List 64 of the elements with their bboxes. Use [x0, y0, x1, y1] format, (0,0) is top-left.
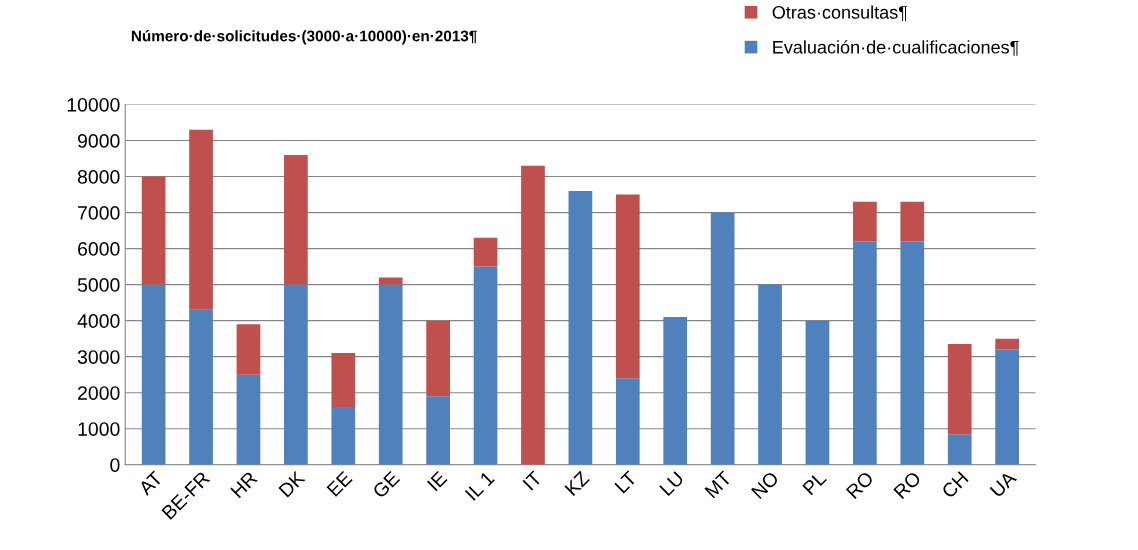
bar	[141, 284, 166, 465]
y-tick-label: 10000	[67, 97, 120, 112]
bar	[378, 277, 403, 285]
bar	[663, 317, 688, 465]
bar	[521, 165, 545, 465]
bar	[473, 266, 498, 465]
bar	[615, 194, 640, 379]
bar	[189, 309, 213, 465]
x-tick-label: CH	[940, 471, 969, 499]
bar	[141, 176, 166, 285]
x-tick-label: DK	[278, 470, 306, 498]
bar	[473, 237, 498, 267]
y-tick-label: 3000	[77, 350, 120, 364]
x-tick-label: HR	[230, 470, 258, 499]
bar	[284, 154, 308, 285]
x-tick-label: IL 1	[464, 470, 495, 501]
bar	[284, 284, 308, 465]
bar	[995, 349, 1019, 465]
y-tick-label: 7000	[78, 206, 120, 220]
bar	[615, 378, 640, 465]
bar	[236, 374, 261, 465]
x-tick-label: NO	[750, 470, 780, 500]
bar	[331, 407, 356, 465]
x-tick-label: LU	[659, 471, 685, 497]
bar	[426, 320, 450, 397]
y-tick-label: 9000	[77, 133, 120, 148]
x-tick-label: RO	[893, 470, 922, 500]
y-tick-label: 8000	[77, 170, 120, 184]
bar	[900, 201, 925, 242]
bar	[378, 284, 403, 465]
bar	[236, 324, 261, 375]
x-tick-label: IE	[426, 470, 448, 492]
x-tick-label: LT	[614, 470, 638, 494]
x-tick-label: UA	[989, 470, 1018, 498]
bar	[189, 129, 213, 310]
legend-label: Otras·consultas¶	[772, 5, 908, 21]
bar	[805, 320, 830, 465]
y-tick-label: 1000	[78, 422, 120, 436]
y-tick-label: 6000	[78, 242, 120, 256]
bar	[331, 353, 356, 408]
x-tick-label: PL	[802, 470, 827, 496]
x-tick-label: KZ	[564, 470, 590, 497]
bar	[947, 344, 972, 435]
x-tick-label: MT	[704, 470, 733, 499]
chart-title: Número·de·solicitudes·(3000·a·10000)·en·2013¶	[131, 30, 477, 45]
y-tick-label: 5000	[77, 278, 120, 292]
x-tick-label: IT	[522, 470, 543, 491]
bar	[758, 284, 782, 465]
legend-label: Evaluación·de·cualificaciones¶	[773, 40, 1019, 56]
y-tick-label: 4000	[77, 314, 120, 328]
bar	[900, 241, 925, 465]
bar	[853, 241, 877, 465]
y-tick-label: 0	[110, 458, 120, 472]
x-tick-label: RO	[845, 470, 875, 500]
bar	[947, 434, 972, 465]
x-tick-label: EE	[326, 470, 353, 497]
bar	[710, 212, 735, 465]
x-tick-label: GE	[371, 470, 401, 499]
bar	[853, 201, 877, 242]
x-tick-label: AT	[137, 470, 164, 497]
bar	[995, 338, 1019, 350]
y-tick-label: 2000	[78, 386, 120, 400]
bar	[426, 396, 450, 465]
bar	[568, 190, 593, 465]
